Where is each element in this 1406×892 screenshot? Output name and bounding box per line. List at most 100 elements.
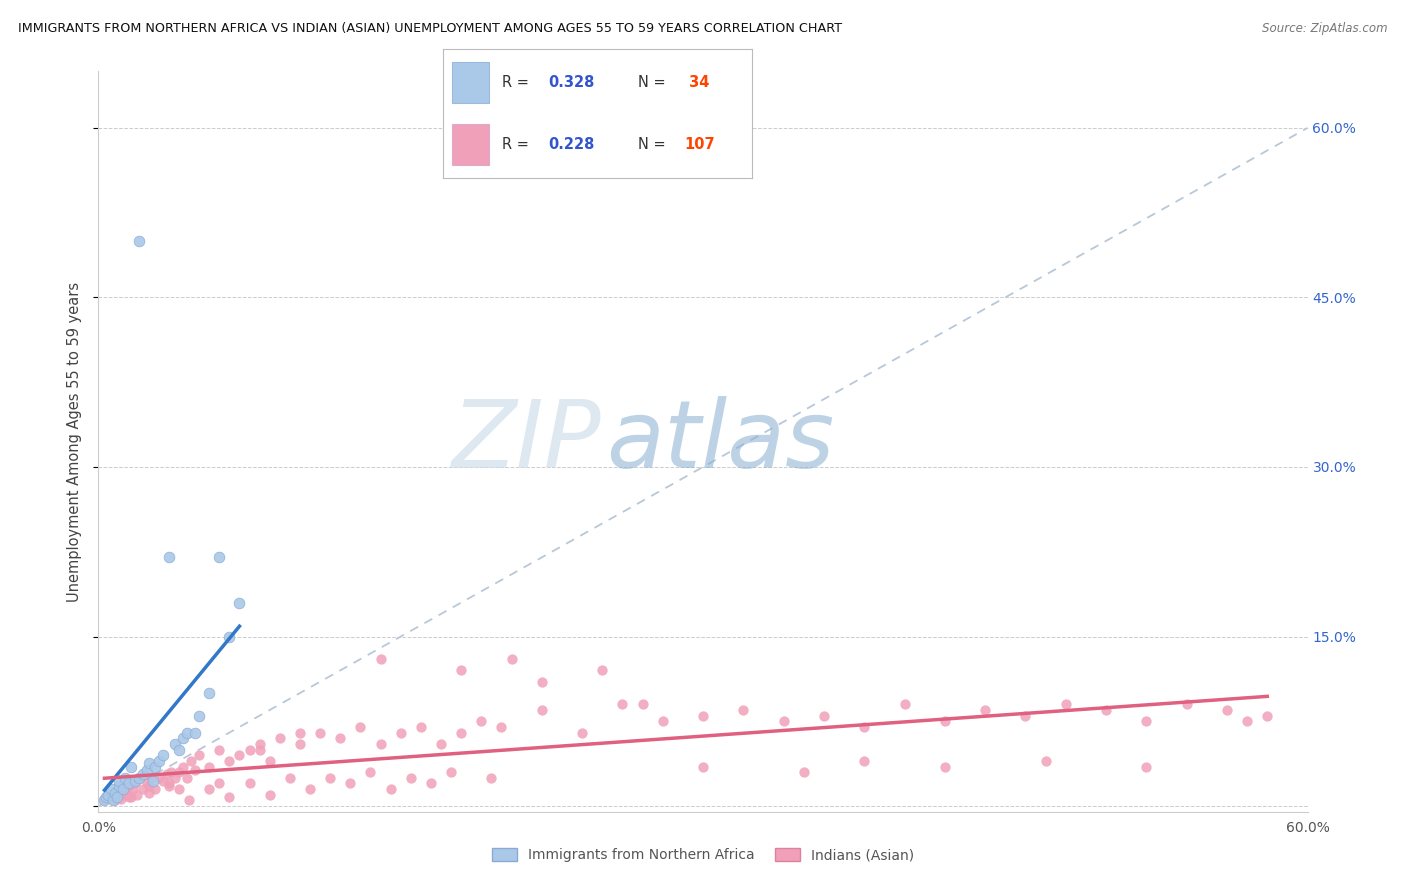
Point — [103, 793, 125, 807]
Point — [974, 703, 997, 717]
Point — [288, 725, 311, 739]
Point — [163, 737, 186, 751]
Text: R =: R = — [502, 75, 533, 90]
Text: 0.228: 0.228 — [548, 137, 595, 153]
Point — [124, 774, 146, 789]
Text: N =: N = — [638, 137, 671, 153]
Point — [152, 748, 174, 763]
Point — [120, 759, 142, 773]
Point — [349, 720, 371, 734]
Point — [399, 771, 422, 785]
Point — [107, 774, 129, 789]
Text: N =: N = — [638, 75, 671, 90]
Point — [188, 748, 211, 763]
Point — [148, 771, 170, 785]
Point — [481, 771, 503, 785]
Point — [329, 731, 352, 746]
Point — [152, 774, 174, 789]
Point — [420, 776, 443, 790]
Point — [259, 788, 281, 802]
Point — [772, 714, 794, 729]
Point — [124, 776, 146, 790]
Text: R =: R = — [502, 137, 533, 153]
Point — [651, 714, 673, 729]
Point — [198, 782, 221, 797]
Point — [107, 785, 129, 799]
Point — [157, 550, 180, 565]
Point — [132, 782, 155, 797]
Point — [93, 793, 115, 807]
Point — [450, 664, 472, 678]
Point — [380, 782, 402, 797]
Point — [101, 793, 124, 807]
Point — [571, 725, 593, 739]
Point — [114, 788, 136, 802]
Point — [228, 748, 250, 763]
Point — [793, 765, 815, 780]
Point — [167, 782, 190, 797]
Text: atlas: atlas — [606, 396, 835, 487]
Point — [184, 763, 207, 777]
Y-axis label: Unemployment Among Ages 55 to 59 years: Unemployment Among Ages 55 to 59 years — [67, 282, 83, 601]
Point — [93, 793, 115, 807]
Point — [128, 771, 150, 785]
Point — [389, 725, 412, 739]
Point — [142, 774, 165, 789]
Point — [100, 782, 122, 797]
Text: IMMIGRANTS FROM NORTHERN AFRICA VS INDIAN (ASIAN) UNEMPLOYMENT AMONG AGES 55 TO : IMMIGRANTS FROM NORTHERN AFRICA VS INDIA… — [18, 22, 842, 36]
Point — [501, 652, 523, 666]
Point — [103, 788, 125, 802]
Point — [530, 674, 553, 689]
Text: Source: ZipAtlas.com: Source: ZipAtlas.com — [1263, 22, 1388, 36]
Point — [733, 703, 755, 717]
Point — [1095, 703, 1118, 717]
Point — [103, 785, 125, 799]
Point — [167, 742, 190, 756]
Text: 34: 34 — [685, 75, 710, 90]
Point — [631, 698, 654, 712]
Point — [278, 771, 301, 785]
Point — [218, 790, 240, 805]
Point — [228, 596, 250, 610]
Point — [1135, 714, 1157, 729]
Point — [160, 765, 183, 780]
Point — [111, 782, 134, 797]
Point — [143, 759, 166, 773]
Point — [138, 779, 160, 793]
Point — [319, 771, 342, 785]
Point — [409, 720, 432, 734]
Point — [1014, 708, 1036, 723]
Point — [138, 785, 160, 799]
Point — [309, 725, 332, 739]
Point — [120, 790, 142, 805]
Point — [97, 790, 120, 805]
Point — [157, 776, 180, 790]
Point — [813, 708, 835, 723]
Point — [198, 686, 221, 700]
Point — [893, 698, 915, 712]
Point — [125, 788, 148, 802]
Point — [118, 776, 141, 790]
Point — [167, 765, 190, 780]
Point — [138, 756, 160, 771]
FancyBboxPatch shape — [453, 124, 489, 166]
Point — [115, 785, 138, 799]
Point — [934, 714, 956, 729]
Point — [208, 776, 231, 790]
Point — [101, 793, 124, 807]
Point — [249, 737, 271, 751]
Point — [105, 790, 128, 805]
Text: ZIP: ZIP — [450, 396, 600, 487]
Point — [339, 776, 361, 790]
Point — [111, 782, 134, 797]
Point — [1054, 698, 1077, 712]
Point — [96, 790, 118, 805]
Point — [139, 771, 162, 785]
Point — [143, 782, 166, 797]
Point — [118, 779, 141, 793]
Text: 0.328: 0.328 — [548, 75, 595, 90]
Point — [128, 771, 150, 785]
Point — [288, 737, 311, 751]
Point — [239, 776, 262, 790]
Point — [239, 742, 262, 756]
